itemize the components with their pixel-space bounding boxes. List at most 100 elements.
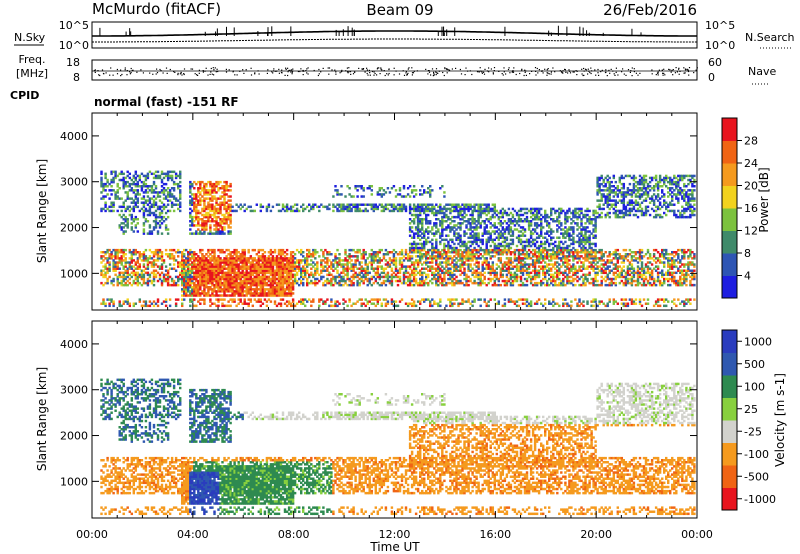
heatmap-cell — [205, 281, 208, 285]
heatmap-cell — [207, 220, 210, 223]
heatmap-cell — [114, 273, 117, 277]
heatmap-cell — [118, 304, 121, 308]
heatmap-cell — [298, 263, 301, 266]
heatmap-cell — [110, 193, 113, 196]
heatmap-cell — [201, 224, 204, 227]
heatmap-cell — [152, 263, 156, 266]
heatmap-cell — [495, 209, 499, 213]
heatmap-cell — [154, 222, 158, 225]
heatmap-cell — [461, 302, 464, 305]
heatmap-cell — [193, 283, 196, 287]
heatmap-cell — [271, 277, 275, 281]
heatmap-cell — [199, 257, 202, 260]
heatmap-cell — [487, 240, 490, 244]
heatmap-cell — [298, 209, 301, 213]
heatmap-cell — [217, 224, 220, 227]
heatmap-cell — [211, 255, 214, 258]
heatmap-cell — [473, 246, 476, 250]
heatmap-cell — [199, 230, 202, 233]
heatmap-cell — [209, 273, 212, 277]
heatmap-cell — [324, 283, 327, 287]
heatmap-cell — [160, 215, 164, 219]
freq-point — [393, 74, 395, 76]
heatmap-cell — [489, 244, 492, 248]
heatmap-cell — [289, 255, 293, 258]
heatmap-cell — [279, 304, 283, 308]
heatmap-cell — [132, 218, 136, 221]
heatmap-cell — [368, 255, 371, 258]
heatmap-cell — [195, 265, 198, 268]
heatmap-cell — [170, 203, 174, 206]
heatmap-cell — [229, 220, 232, 223]
heatmap-cell — [245, 271, 248, 275]
heatmap-cell — [257, 257, 261, 260]
heatmap-cell — [247, 292, 250, 295]
heatmap-cell — [439, 298, 442, 301]
heatmap-cell — [433, 275, 436, 279]
heatmap-cell — [302, 283, 305, 287]
freq-point — [544, 68, 546, 70]
heatmap-cell — [215, 224, 218, 227]
heatmap-cell — [346, 269, 349, 272]
heatmap-cell — [215, 226, 218, 229]
freq-point — [376, 74, 378, 76]
freq-point — [594, 69, 596, 71]
heatmap-cell — [197, 288, 200, 291]
heatmap-cell — [203, 213, 206, 217]
heatmap-cell — [219, 269, 222, 272]
heatmap-cell — [287, 261, 291, 264]
heatmap-cell — [148, 255, 152, 258]
heatmap-cell — [156, 257, 160, 260]
heatmap-cell — [483, 222, 486, 225]
heatmap-cell — [203, 286, 206, 289]
heatmap-cell — [344, 273, 347, 277]
heatmap-cell — [138, 275, 142, 279]
heatmap-cell — [174, 298, 178, 301]
heatmap-cell — [122, 218, 125, 221]
heatmap-cell — [191, 298, 194, 301]
heatmap-cell — [203, 255, 206, 258]
heatmap-cell — [265, 265, 269, 268]
heatmap-cell — [122, 187, 125, 190]
heatmap-cell — [275, 288, 279, 291]
heatmap-cell — [404, 195, 408, 198]
heatmap-cell — [477, 211, 480, 215]
heatmap-cell — [265, 283, 269, 287]
heatmap-cell — [134, 197, 138, 200]
heatmap-cell — [298, 265, 301, 268]
heatmap-cell — [225, 304, 228, 308]
heatmap-cell — [112, 176, 115, 180]
heatmap-cell — [249, 261, 253, 264]
heatmap-cell — [239, 253, 242, 256]
heatmap-cell — [451, 238, 454, 242]
heatmap-cell — [342, 269, 345, 272]
heatmap-cell — [489, 207, 492, 211]
heatmap-cell — [217, 197, 220, 200]
heatmap-cell — [213, 290, 216, 293]
freq-point — [131, 69, 133, 72]
freq-point — [435, 71, 437, 73]
heatmap-cell — [344, 269, 347, 272]
freq-point — [156, 72, 159, 74]
heatmap-cell — [130, 189, 134, 192]
heatmap-cell — [170, 257, 174, 260]
freq-point — [210, 67, 212, 70]
heatmap-cell — [334, 259, 337, 262]
heatmap-cell — [185, 277, 188, 281]
heatmap-cell — [164, 197, 168, 200]
heatmap-cell — [453, 234, 456, 237]
heatmap-cell — [465, 281, 468, 285]
heatmap-cell — [334, 277, 337, 281]
freq-point — [159, 68, 161, 71]
heatmap-cell — [261, 277, 265, 281]
heatmap-cell — [211, 213, 214, 217]
heatmap-cell — [170, 193, 174, 196]
heatmap-cell — [273, 302, 277, 305]
heatmap-cell — [380, 302, 384, 305]
freq-point — [428, 71, 431, 73]
heatmap-cell — [197, 261, 200, 264]
heatmap-cell — [203, 205, 206, 209]
heatmap-cell — [203, 201, 206, 204]
heatmap-cell — [114, 193, 117, 196]
heatmap-cell — [291, 263, 295, 266]
